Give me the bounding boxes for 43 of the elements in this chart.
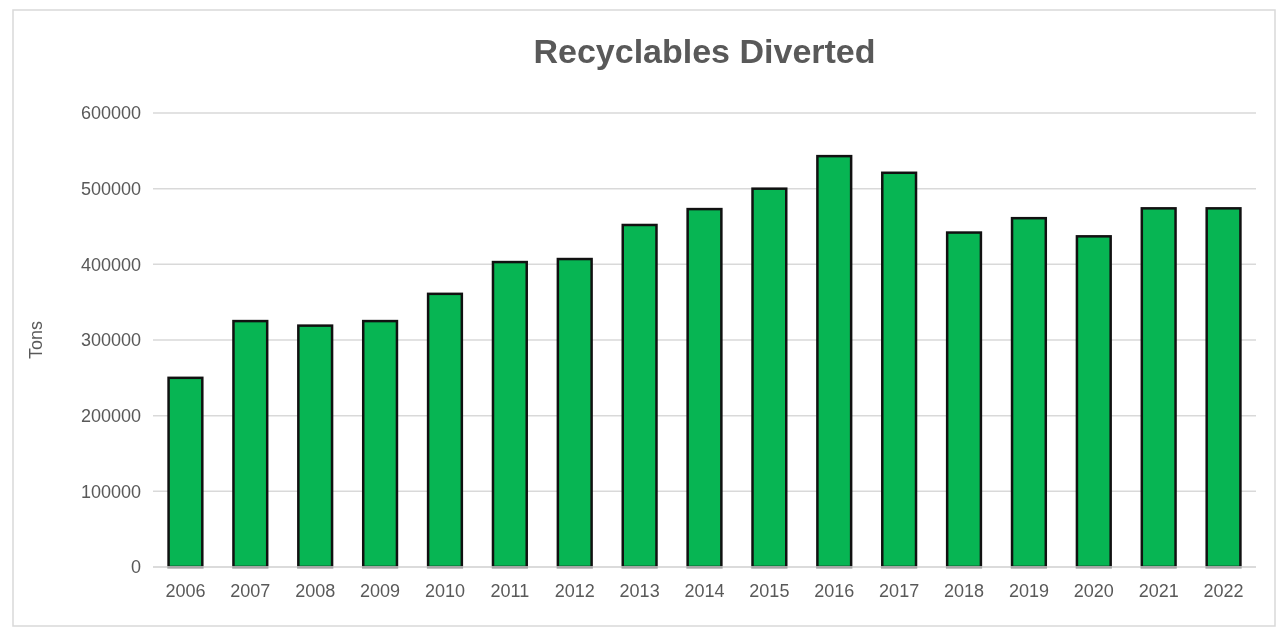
- x-tick-label: 2006: [165, 581, 206, 601]
- x-tick-label: 2013: [619, 581, 660, 601]
- y-tick-label: 500000: [80, 178, 141, 199]
- bar: [1075, 235, 1112, 569]
- bar: [491, 260, 528, 569]
- x-tick-label: 2019: [1008, 581, 1049, 601]
- x-tick-label: 2021: [1138, 581, 1179, 601]
- y-axis-title: Tons: [26, 320, 46, 360]
- x-tick-label: 2017: [879, 581, 920, 601]
- y-tick-label: 200000: [80, 405, 141, 426]
- bar: [751, 187, 788, 569]
- y-tick-label: 0: [130, 557, 141, 578]
- bar: [1140, 207, 1177, 569]
- bar: [556, 257, 593, 569]
- x-tick-label: 2008: [295, 581, 336, 601]
- y-tick-label: 100000: [80, 481, 141, 502]
- x-tick-label: 2009: [360, 581, 401, 601]
- x-tick-label: 2015: [749, 581, 790, 601]
- x-tick-label: 2020: [1073, 581, 1114, 601]
- x-tick-label: 2014: [684, 581, 725, 601]
- bar: [686, 207, 723, 569]
- y-tick-label: 600000: [80, 103, 141, 124]
- bar: [167, 376, 204, 569]
- x-tick-label: 2018: [944, 581, 985, 601]
- bar: [881, 171, 918, 569]
- x-tick-label: 2010: [424, 581, 465, 601]
- bar: [232, 319, 269, 569]
- y-tick-label: 300000: [80, 330, 141, 351]
- bar: [621, 223, 658, 569]
- x-tick-label: 2011: [490, 581, 530, 601]
- bar: [1010, 216, 1048, 569]
- y-tick-label: 400000: [80, 254, 141, 275]
- x-tick-label: 2012: [554, 581, 595, 601]
- bar: [1205, 207, 1242, 569]
- bar: [297, 324, 334, 569]
- bar: [945, 231, 983, 569]
- x-tick-label: 2016: [814, 581, 855, 601]
- x-tick-label: 2022: [1203, 581, 1244, 601]
- x-tick-label: 2007: [230, 581, 271, 601]
- bar: [426, 292, 464, 569]
- bar: [816, 154, 853, 569]
- bar: [361, 319, 399, 569]
- chart-title: Recyclables Diverted: [533, 32, 876, 70]
